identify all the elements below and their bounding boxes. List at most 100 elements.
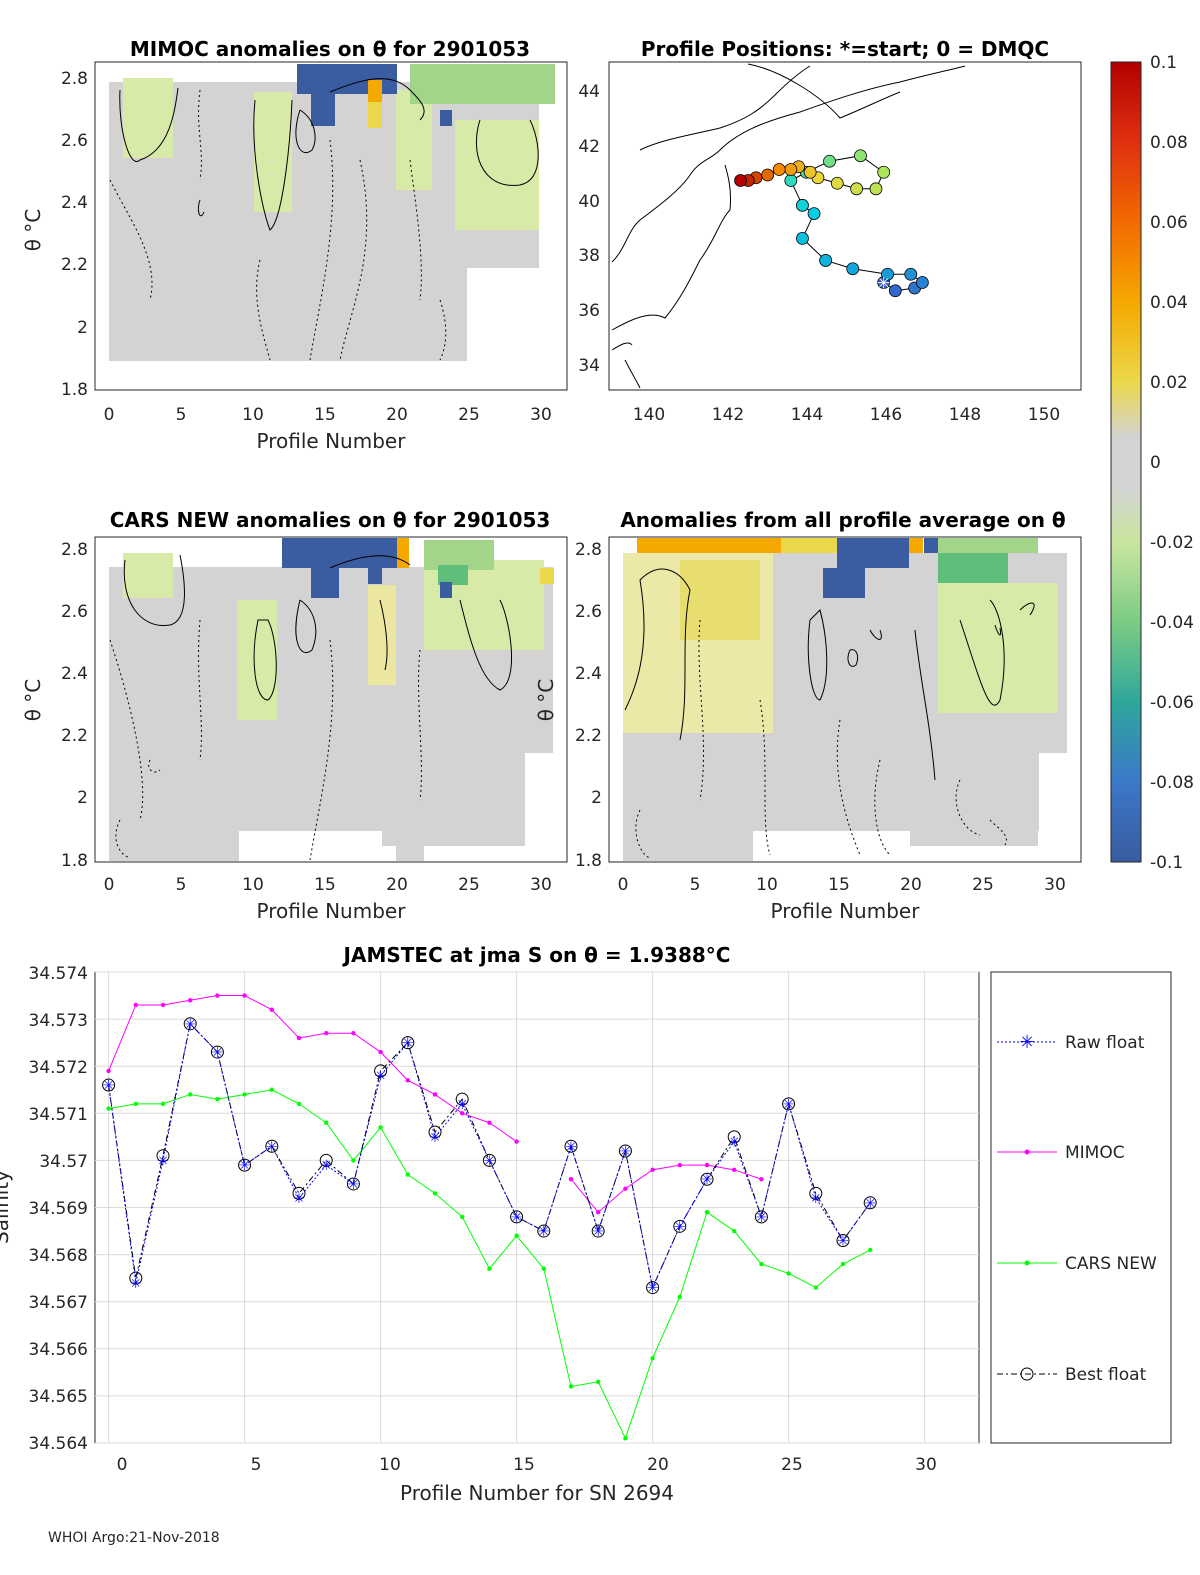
cars-new-point bbox=[296, 1101, 302, 1107]
best-float-point bbox=[401, 1036, 415, 1050]
series-raw-float: ✳ ✳ ✳ ✳ ✳ ✳ ✳ ✳ ✳ ✳ ✳ ✳ ✳ ✳ ✳ ✳ ✳ ✳ ✳ ✳ ✳ ✳ ✳ ✳ ✳ ✳ ✳ ✳ ✳ bbox=[103, 1017, 876, 1297]
raw-float-point: ✳ bbox=[239, 1158, 251, 1174]
mimoc-contour bbox=[253, 99, 293, 231]
all-positive-patch bbox=[680, 560, 760, 640]
all-ytick: 2.6 bbox=[575, 602, 602, 622]
line-xtick: 30 bbox=[915, 1455, 937, 1475]
line-ytick: 34.572 bbox=[29, 1058, 88, 1078]
raw-float-point: ✳ bbox=[783, 1097, 795, 1113]
cars-new-point bbox=[269, 1087, 274, 1092]
cars-new-point bbox=[813, 1285, 818, 1290]
cars-new-point bbox=[786, 1271, 791, 1276]
profile-position-marker bbox=[734, 174, 747, 187]
mimoc-point bbox=[568, 1177, 574, 1182]
map-title: Profile Positions: *=start; 0 = DMQC bbox=[641, 37, 1049, 61]
best-float-point bbox=[265, 1139, 279, 1153]
line-ylabel: Salinity bbox=[0, 1170, 13, 1244]
cars-new-point bbox=[541, 1266, 546, 1271]
cars-ytick: 1.8 bbox=[61, 851, 88, 871]
footer-credit: WHOI Argo:21-Nov-2018 bbox=[48, 1530, 220, 1546]
colorbar-tick: 0.04 bbox=[1150, 293, 1188, 313]
raw-float-point: ✳ bbox=[402, 1036, 414, 1052]
profile-position-marker bbox=[819, 254, 833, 267]
all-ylabel: θ °C bbox=[534, 679, 558, 722]
cars-new-point bbox=[840, 1261, 846, 1267]
raw-float-point: ✳ bbox=[212, 1045, 224, 1061]
line-series-group: ✳ ✳ ✳ ✳ ✳ ✳ ✳ ✳ ✳ ✳ ✳ ✳ ✳ ✳ ✳ ✳ ✳ ✳ ✳ ✳ ✳ ✳ ✳ ✳ ✳ ✳ ✳ ✳ ✳ bbox=[102, 993, 877, 1441]
best-float-point bbox=[129, 1271, 143, 1285]
mimoc-point bbox=[160, 1002, 166, 1008]
mimoc-point bbox=[405, 1078, 410, 1083]
all-contour bbox=[914, 599, 1005, 781]
best-float-point bbox=[700, 1172, 714, 1186]
cars-new-point bbox=[759, 1261, 764, 1267]
best-float-point bbox=[455, 1092, 469, 1106]
all-ytick: 2 bbox=[591, 788, 602, 808]
profile-position-marker bbox=[761, 168, 775, 182]
all-xtick: 0 bbox=[618, 875, 629, 895]
legend-mimoc-label: MIMOC bbox=[1065, 1143, 1125, 1163]
mimoc-negative-patch bbox=[440, 110, 452, 126]
all-anomaly-field bbox=[623, 753, 1039, 831]
cars-new-point bbox=[215, 1096, 220, 1102]
cars-new-point bbox=[514, 1233, 519, 1238]
raw-float-point: ✳ bbox=[456, 1097, 468, 1113]
all-xtick: 15 bbox=[828, 875, 850, 895]
profile-position-marker bbox=[850, 182, 864, 196]
raw-float-point: ✳ bbox=[320, 1158, 332, 1174]
profile-position-marker bbox=[830, 176, 844, 190]
best-float-point bbox=[482, 1153, 496, 1167]
cars-xtick: 30 bbox=[530, 875, 552, 895]
cars-xtick: 10 bbox=[242, 875, 264, 895]
cars-y-ticks: 1.8 2 2.2 2.4 2.6 2.8 bbox=[61, 540, 88, 871]
line-ytick: 34.573 bbox=[29, 1011, 88, 1031]
cars-anomaly-field bbox=[396, 846, 424, 861]
raw-float-point: ✳ bbox=[756, 1210, 768, 1226]
all-xtick: 10 bbox=[756, 875, 778, 895]
line-xtick: 20 bbox=[647, 1455, 669, 1475]
best-float-point bbox=[346, 1177, 360, 1191]
cars-new-point bbox=[405, 1172, 410, 1177]
cars-new-point bbox=[596, 1379, 601, 1384]
profile-position-marker bbox=[803, 165, 817, 179]
mimoc-ytick: 2.2 bbox=[61, 255, 88, 275]
map-ytick: 42 bbox=[578, 137, 600, 157]
best-float-point bbox=[102, 1078, 116, 1092]
start-marker: ✳ bbox=[877, 274, 890, 293]
all-x-ticks: 0 5 10 15 20 25 30 bbox=[618, 875, 1066, 895]
map-xtick: 146 bbox=[870, 405, 902, 425]
best-float-point bbox=[510, 1210, 524, 1224]
line-xtick: 15 bbox=[513, 1455, 535, 1475]
line-ytick: 34.564 bbox=[29, 1434, 88, 1454]
best-float-point bbox=[618, 1144, 632, 1158]
all-xtick: 25 bbox=[972, 875, 994, 895]
cars-patch bbox=[237, 600, 277, 720]
all-anomaly-field bbox=[910, 831, 1038, 846]
all-xlabel: Profile Number bbox=[771, 899, 921, 923]
profile-position-marker bbox=[877, 165, 891, 179]
cars-new-point bbox=[868, 1247, 873, 1253]
mimoc-point bbox=[215, 993, 220, 998]
line-ytick: 34.57 bbox=[39, 1152, 88, 1172]
all-negative-patch bbox=[895, 553, 909, 568]
all-dotted-contour bbox=[635, 619, 1007, 859]
legend-best-float-label: Best float bbox=[1065, 1365, 1147, 1385]
cars-positive-patch bbox=[397, 538, 409, 568]
map-xtick: 148 bbox=[949, 405, 981, 425]
best-float-point bbox=[537, 1224, 551, 1238]
colorbar-tick: 0.06 bbox=[1150, 213, 1188, 233]
cars-new-point bbox=[324, 1120, 329, 1125]
map-axes-frame bbox=[608, 61, 1082, 391]
legend-entry-cars-new: CARS NEW bbox=[997, 1254, 1157, 1274]
salinity-line-panel: ✳ ✳ ✳ ✳ ✳ ✳ ✳ ✳ ✳ ✳ ✳ ✳ ✳ ✳ ✳ ✳ ✳ ✳ ✳ ✳ ✳ ✳ ✳ ✳ ✳ ✳ ✳ ✳ ✳ 0 5 10 15 … bbox=[0, 943, 1172, 1505]
colorbar-tick: -0.02 bbox=[1150, 533, 1194, 553]
mimoc-point bbox=[106, 1068, 111, 1074]
raw-float-point: ✳ bbox=[647, 1281, 659, 1297]
raw-float-point: ✳ bbox=[184, 1017, 196, 1033]
coastline bbox=[611, 164, 731, 331]
all-xtick: 5 bbox=[690, 875, 701, 895]
all-anomaly-field bbox=[623, 831, 753, 861]
mimoc-title: MIMOC anomalies on θ for 2901053 bbox=[130, 37, 530, 61]
cars-anomaly-field bbox=[109, 753, 525, 831]
raw-float-point: ✳ bbox=[484, 1153, 496, 1169]
